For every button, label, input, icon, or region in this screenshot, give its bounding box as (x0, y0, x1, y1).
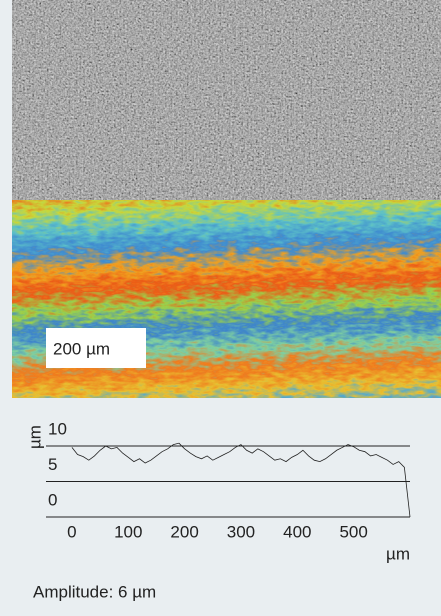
scale-bar-box (46, 328, 146, 368)
y-tick-label: 10 (48, 419, 67, 438)
sem-texture (12, 0, 441, 200)
height-map (12, 200, 441, 398)
scale-bar-label: 200 µm (53, 339, 110, 358)
x-tick-label: 0 (67, 522, 76, 541)
height-map-bands (12, 200, 441, 398)
x-tick-label: 300 (227, 522, 255, 541)
y-axis-label: µm (25, 425, 44, 449)
profile-line (71, 442, 411, 518)
x-axis-label: µm (386, 544, 410, 563)
caption: Amplitude: 6 µm (33, 582, 156, 601)
x-tick-label: 400 (283, 522, 311, 541)
y-tick-label: 0 (48, 490, 57, 509)
y-tick-label: 5 (48, 455, 57, 474)
x-tick-label: 200 (170, 522, 198, 541)
x-tick-label: 500 (339, 522, 367, 541)
x-tick-label: 100 (114, 522, 142, 541)
